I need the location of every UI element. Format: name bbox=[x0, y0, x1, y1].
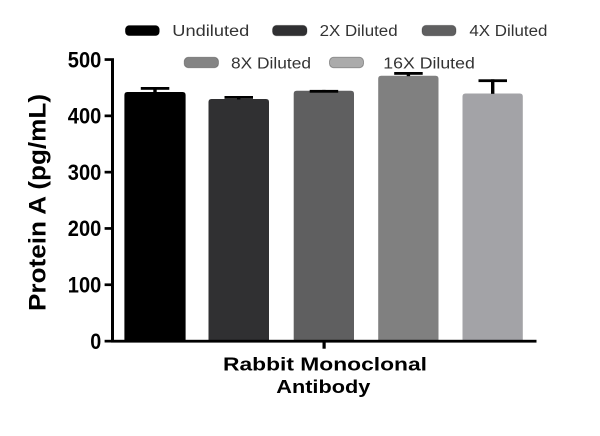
svg-text:400: 400 bbox=[68, 104, 102, 129]
svg-text:0: 0 bbox=[90, 329, 101, 354]
svg-text:Rabbit Monoclonal: Rabbit Monoclonal bbox=[223, 355, 427, 375]
svg-text:300: 300 bbox=[68, 160, 102, 185]
svg-text:Undiluted: Undiluted bbox=[172, 23, 249, 40]
svg-text:Antibody: Antibody bbox=[276, 377, 370, 397]
svg-text:500: 500 bbox=[68, 47, 102, 72]
svg-text:Protein A (pg/mL): Protein A (pg/mL) bbox=[25, 94, 52, 311]
svg-text:200: 200 bbox=[68, 216, 102, 241]
svg-text:16X Diluted: 16X Diluted bbox=[383, 56, 475, 73]
svg-text:4X Diluted: 4X Diluted bbox=[469, 23, 547, 40]
svg-text:2X Diluted: 2X Diluted bbox=[320, 23, 398, 40]
svg-text:100: 100 bbox=[68, 273, 102, 298]
svg-text:8X Diluted: 8X Diluted bbox=[231, 56, 311, 73]
